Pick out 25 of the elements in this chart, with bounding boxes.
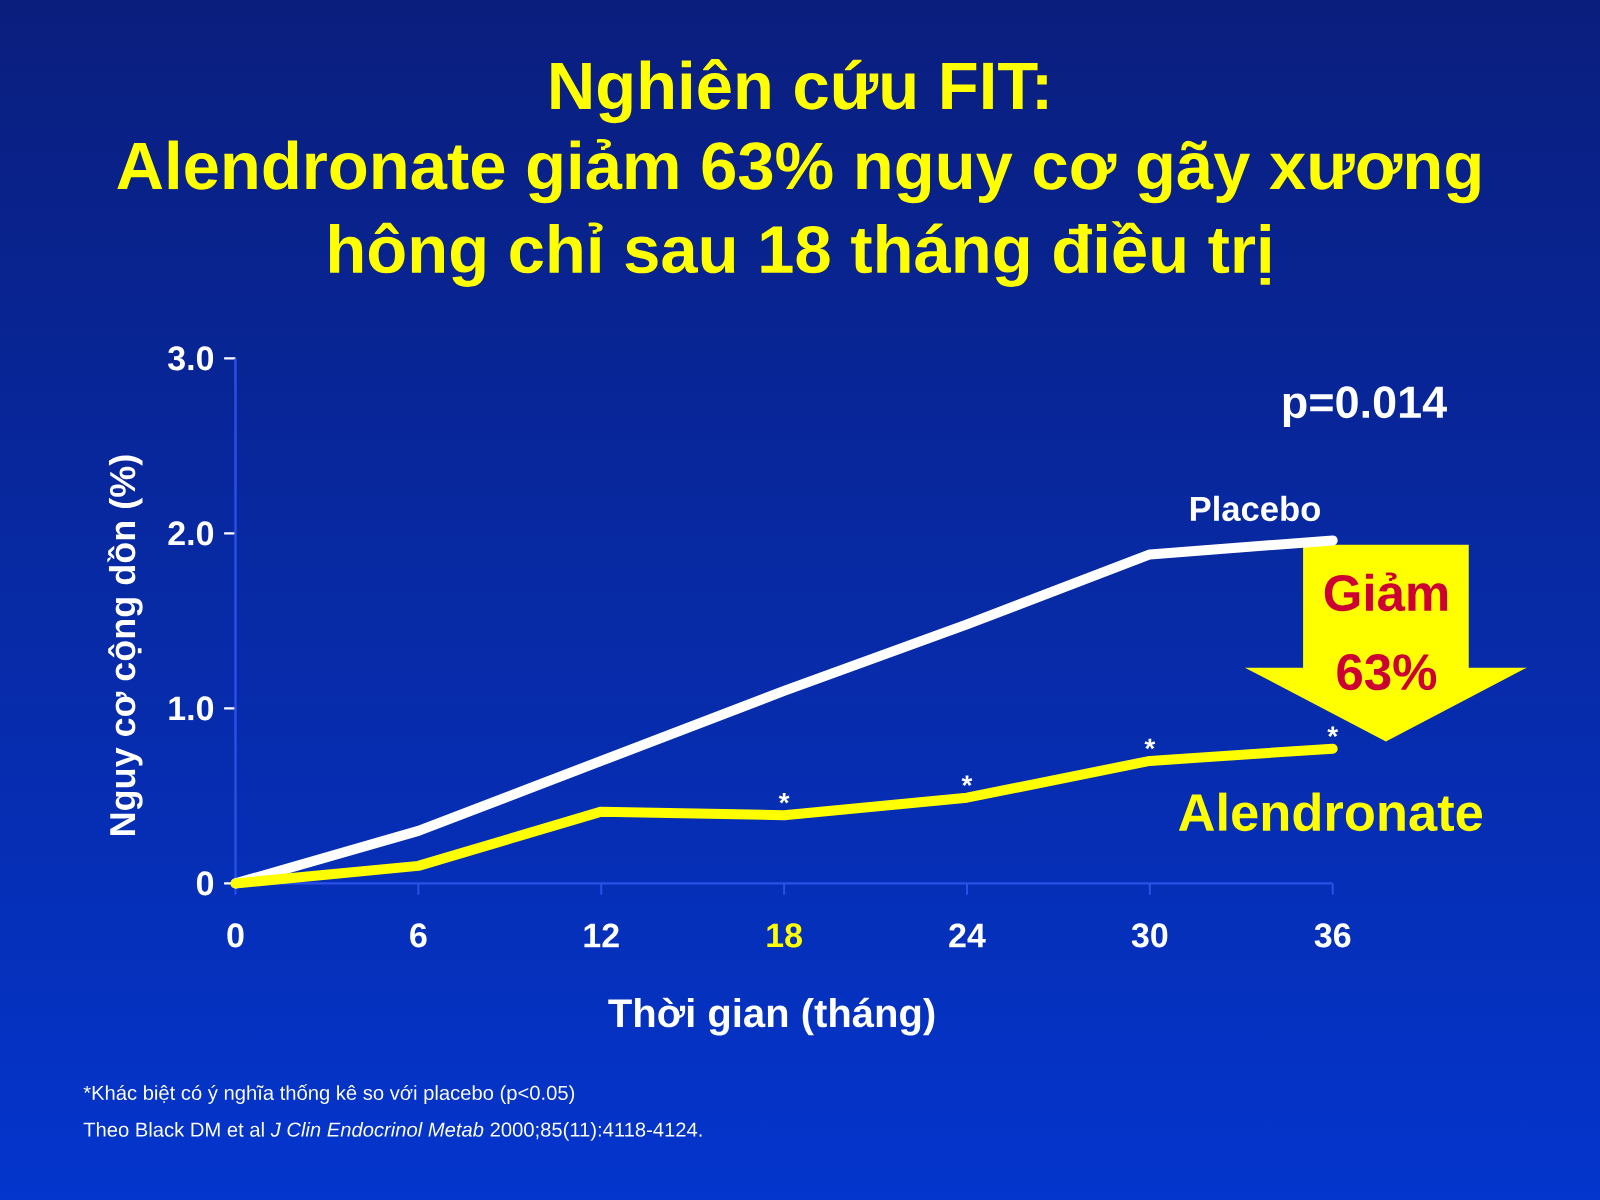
annotation: * — [778, 793, 790, 804]
annotation: Giảm 63% — [1324, 572, 1448, 691]
annotation: p=0.014 — [1283, 386, 1447, 428]
y-axis-title: Nguy cơ cộng dồn (%) — [107, 455, 143, 835]
annotation: * — [1327, 726, 1339, 737]
chart-subtitle: Alendronate giảm 63% nguy cơ gãy xương hông chỉ sau 18 tháng điều trị — [117, 138, 1480, 287]
x-tick-label: 30 — [1131, 923, 1168, 948]
y-tick-label: 0 — [196, 871, 214, 896]
y-tick-label: 2.0 — [168, 521, 214, 546]
text: *Khác biệt có ý nghĩa thống kê so với placebo (p<0.05) — [83, 1084, 575, 1104]
x-tick-label: 0 — [227, 923, 244, 948]
x-axis-title: Thời gian (tháng) — [608, 997, 935, 1036]
x-tick-label: 18 — [767, 923, 802, 948]
annotation: * — [961, 775, 973, 786]
chart-title: Nghiên cứu FIT: — [551, 58, 1047, 124]
series-label: Placebo — [1190, 495, 1320, 522]
y-tick-label: 3.0 — [168, 346, 214, 371]
x-tick-label: 36 — [1314, 923, 1351, 948]
series-label: Alendronate — [1178, 792, 1483, 832]
x-tick-label: 6 — [410, 923, 427, 948]
x-tick-label: 12 — [584, 923, 619, 948]
text: Theo Black DM et al J Clin Endocrinol Metab 2000;85(11):4118-4124. — [83, 1121, 702, 1141]
x-tick-label: 24 — [949, 923, 986, 948]
annotation: * — [1144, 738, 1156, 750]
y-tick-label: 1.0 — [169, 696, 214, 721]
